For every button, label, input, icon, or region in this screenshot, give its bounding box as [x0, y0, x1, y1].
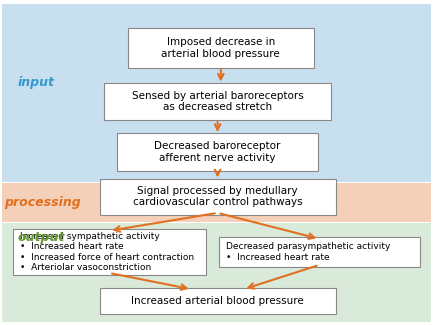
FancyBboxPatch shape — [219, 237, 420, 266]
Text: output: output — [17, 231, 65, 244]
FancyBboxPatch shape — [128, 28, 314, 68]
FancyBboxPatch shape — [104, 83, 331, 120]
FancyBboxPatch shape — [100, 179, 336, 215]
Text: Sensed by arterial baroreceptors
as decreased stretch: Sensed by arterial baroreceptors as decr… — [132, 91, 304, 112]
Text: Increased sympathetic activity
•  Increased heart rate
•  Increased force of hea: Increased sympathetic activity • Increas… — [20, 232, 194, 272]
FancyBboxPatch shape — [100, 288, 336, 314]
Text: Increased arterial blood pressure: Increased arterial blood pressure — [131, 296, 304, 306]
Text: Decreased baroreceptor
afferent nerve activity: Decreased baroreceptor afferent nerve ac… — [155, 141, 281, 163]
Text: Signal processed by medullary
cardiovascular control pathways: Signal processed by medullary cardiovasc… — [133, 186, 302, 207]
FancyBboxPatch shape — [117, 133, 318, 171]
FancyBboxPatch shape — [2, 4, 431, 182]
FancyBboxPatch shape — [2, 183, 431, 222]
Text: processing: processing — [4, 196, 81, 209]
FancyBboxPatch shape — [2, 223, 431, 322]
Text: Decreased parasympathetic activity
•  Increased heart rate: Decreased parasympathetic activity • Inc… — [226, 242, 391, 262]
FancyBboxPatch shape — [13, 229, 206, 275]
Text: input: input — [17, 76, 54, 89]
Text: Imposed decrease in
arterial blood pressure: Imposed decrease in arterial blood press… — [162, 37, 280, 59]
